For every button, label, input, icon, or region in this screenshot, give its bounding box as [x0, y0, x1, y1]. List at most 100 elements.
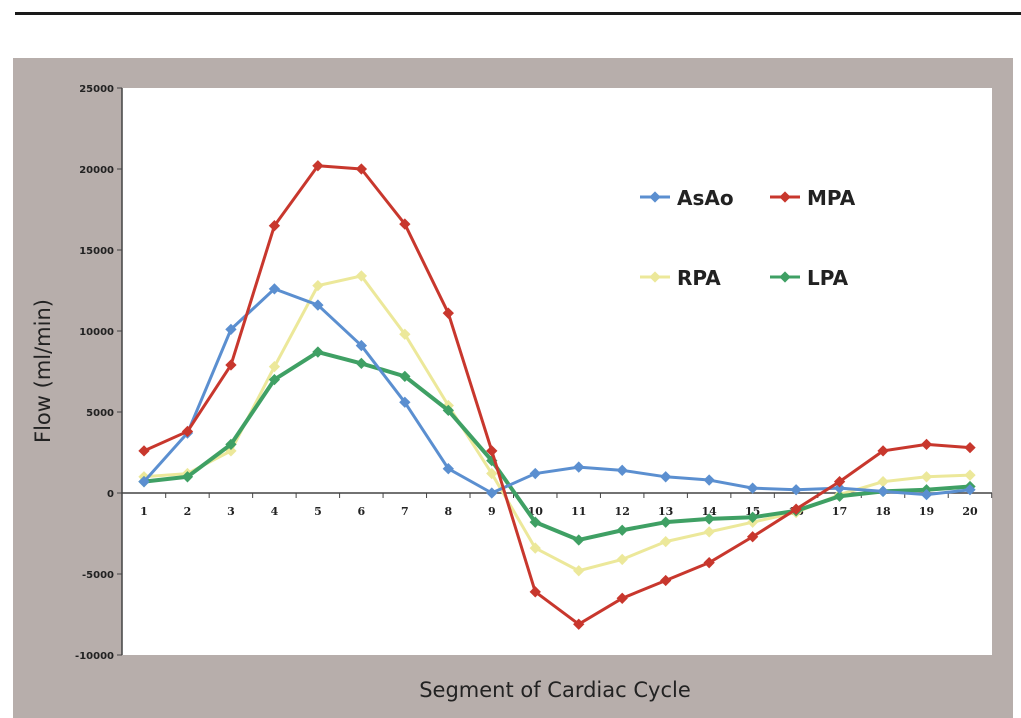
data-point-rpa	[660, 535, 672, 548]
data-point-asao	[833, 482, 846, 494]
data-point-rpa	[399, 328, 411, 340]
data-point-mpa	[312, 160, 324, 172]
data-point-rpa	[268, 360, 281, 373]
data-point-lpa	[833, 490, 846, 502]
y-tick-label: 20000	[79, 165, 114, 176]
data-point-asao	[486, 487, 498, 499]
data-point-asao	[616, 464, 628, 476]
data-point-rpa	[529, 542, 541, 554]
legend-label-asao: AsAo	[677, 186, 734, 210]
x-tick-label: 17	[832, 505, 847, 518]
data-point-mpa	[529, 586, 541, 598]
x-tick-label: 11	[571, 505, 586, 518]
data-point-asao	[660, 471, 672, 483]
data-point-mpa	[138, 445, 150, 457]
data-point-asao	[964, 484, 976, 496]
data-point-mpa	[486, 445, 498, 457]
data-point-lpa	[746, 511, 759, 523]
y-tick-label: 25000	[79, 84, 114, 95]
data-point-rpa	[877, 476, 889, 488]
data-point-mpa	[442, 307, 454, 319]
legend-marker	[779, 191, 791, 203]
data-point-lpa	[312, 346, 324, 358]
data-point-asao	[703, 474, 715, 486]
x-tick-label: 20	[962, 505, 978, 518]
data-point-rpa	[616, 553, 628, 566]
data-point-mpa	[877, 445, 889, 457]
data-point-lpa	[442, 404, 454, 417]
data-point-asao	[442, 463, 454, 475]
series-line-mpa	[143, 164, 971, 626]
y-tick-label: 5000	[86, 408, 114, 419]
data-point-mpa	[181, 425, 194, 438]
y-tick-label: 0	[107, 489, 114, 500]
data-point-asao	[573, 461, 585, 473]
data-point-mpa	[746, 531, 759, 543]
data-point-asao	[399, 396, 411, 408]
x-tick-label: 13	[658, 505, 673, 518]
data-point-lpa	[703, 513, 715, 525]
x-tick-label: 1	[140, 505, 148, 518]
y-axis-label: Flow (ml/min)	[31, 299, 55, 443]
legend-label-mpa: MPA	[807, 186, 856, 210]
data-point-asao	[225, 323, 237, 336]
x-tick-label: 5	[314, 505, 322, 518]
data-point-lpa	[616, 524, 628, 536]
data-point-asao	[138, 476, 150, 488]
x-tick-label: 14	[702, 505, 718, 518]
data-point-asao	[920, 488, 933, 501]
legend-marker	[649, 271, 661, 283]
data-point-lpa	[268, 373, 281, 386]
data-point-mpa	[355, 163, 368, 175]
x-axis-label: Segment of Cardiac Cycle	[419, 678, 691, 702]
data-point-rpa	[486, 467, 498, 480]
x-tick-label: 3	[227, 505, 235, 518]
x-tick-label: 4	[271, 505, 279, 518]
legend-marker	[649, 191, 661, 203]
y-tick-label: 10000	[79, 327, 114, 338]
data-point-mpa	[399, 218, 411, 230]
data-point-rpa	[355, 270, 368, 282]
data-point-mpa	[660, 574, 672, 587]
x-tick-label: 12	[615, 505, 630, 518]
data-point-asao	[268, 283, 281, 295]
data-point-mpa	[616, 592, 628, 604]
data-point-asao	[529, 467, 541, 480]
x-tick-label: 9	[488, 505, 496, 518]
data-point-rpa	[703, 526, 715, 538]
title-rule	[15, 12, 1021, 15]
data-point-mpa	[268, 220, 281, 232]
data-point-lpa	[660, 516, 672, 528]
y-tick-label: -10000	[75, 651, 114, 662]
series-line-asao	[142, 287, 971, 497]
data-point-mpa	[703, 557, 715, 569]
y-tick-label: 15000	[79, 246, 114, 257]
x-tick-label: 2	[184, 505, 192, 518]
data-point-lpa	[529, 516, 541, 528]
series-line-lpa	[143, 350, 971, 542]
data-point-mpa	[920, 438, 933, 451]
legend-label-rpa: RPA	[677, 266, 721, 290]
data-point-mpa	[964, 441, 976, 454]
data-point-asao	[877, 485, 889, 498]
data-point-mpa	[833, 476, 846, 488]
data-point-asao	[355, 339, 368, 352]
data-point-rpa	[920, 471, 933, 483]
x-tick-label: 8	[444, 505, 452, 518]
data-point-rpa	[312, 279, 324, 292]
data-point-rpa	[964, 469, 976, 481]
plot-area	[122, 88, 992, 655]
data-point-mpa	[790, 503, 802, 515]
x-tick-label: 19	[919, 505, 934, 518]
data-point-lpa	[573, 534, 585, 546]
data-point-lpa	[399, 370, 411, 383]
x-tick-label: 6	[358, 505, 366, 518]
x-tick-label: 18	[875, 505, 891, 518]
data-point-asao	[790, 484, 802, 496]
legend-label-lpa: LPA	[807, 266, 849, 290]
data-point-lpa	[225, 438, 237, 451]
y-tick-label: -5000	[82, 570, 114, 581]
x-tick-label: 7	[401, 505, 409, 518]
data-point-rpa	[573, 565, 585, 577]
